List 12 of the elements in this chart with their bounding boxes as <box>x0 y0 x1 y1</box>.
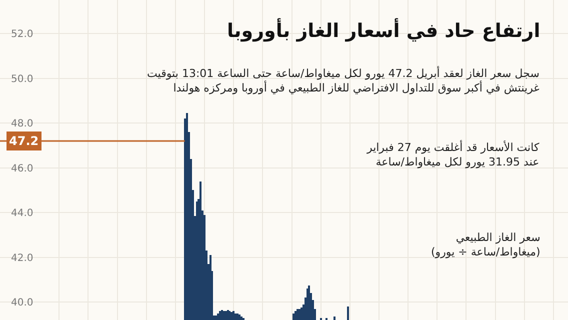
annotation: كانت الأسعار قد أغلقت يوم 27 فبراير عند 31.95 يورو لكل ميغاواط/ساعة <box>366 140 540 168</box>
y-tick-label: 42.0 <box>11 252 34 264</box>
ref-line-label: 47.2 <box>9 134 39 148</box>
y-tick-label: 40.0 <box>11 298 34 309</box>
text: ارتفاع حاد في أسعار الغاز بأوروبا <box>227 18 540 42</box>
y-tick-label: 46.0 <box>11 163 34 174</box>
y-tick-label: 50.0 <box>11 74 34 85</box>
y-tick-label: 48.0 <box>11 118 34 130</box>
y-axis-title: سعر الغاز الطبيعي (ميغاواط/ساعة ÷ يورو) <box>431 231 540 258</box>
y-tick-label: 52.0 <box>11 29 34 40</box>
y-tick-label: 44.0 <box>11 208 34 220</box>
text: سجل سعر الغاز لعقد أبريل 47.2 يورو لكل ميغاواط/ساعة حتى الساعة 13:01 بتوقيت غرينتش في أكبر سوق للتداول الافتراضي للغاز الطبيعي في أوروبا ومركزه هولندا <box>147 66 540 94</box>
